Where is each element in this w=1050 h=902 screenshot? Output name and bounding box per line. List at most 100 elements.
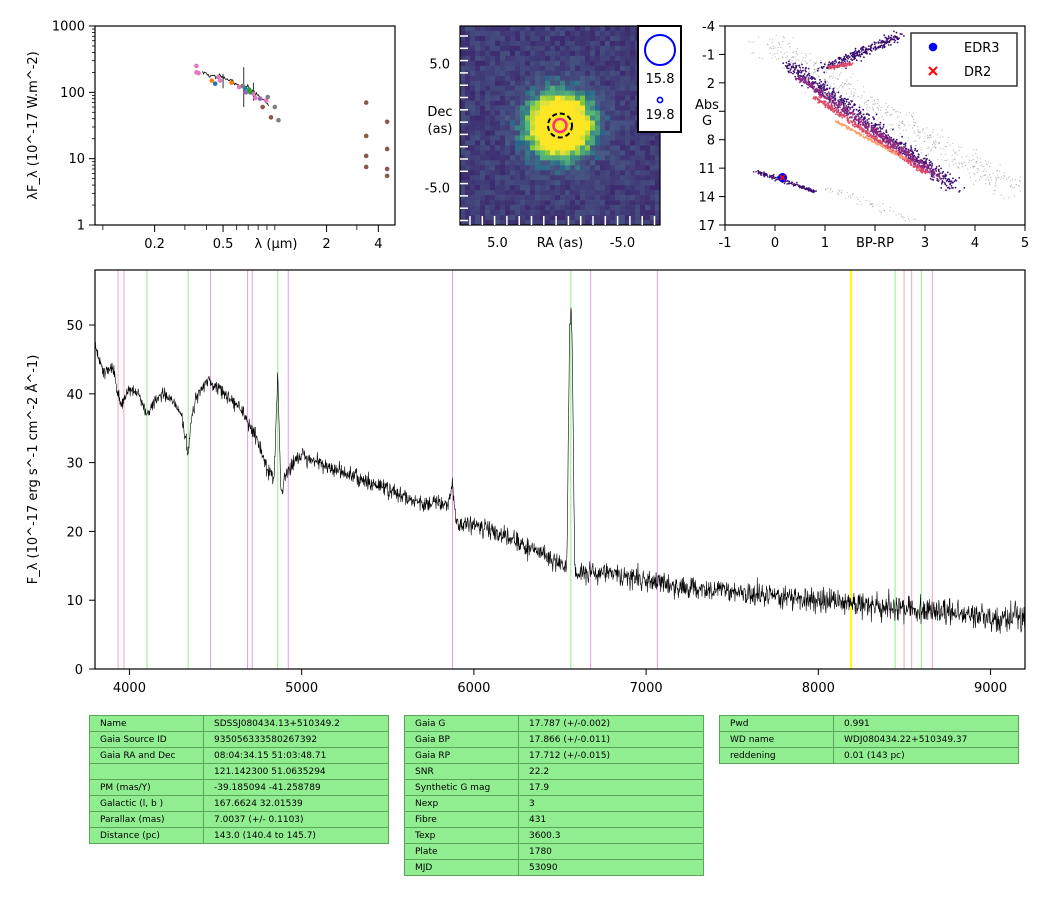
image-pixel (615, 180, 621, 186)
hr-density-dot (985, 179, 987, 181)
image-pixel (590, 55, 596, 62)
image-pixel (555, 110, 561, 116)
image-pixel (575, 105, 581, 111)
hr-density-dot (748, 41, 750, 43)
hr-density-dot (894, 153, 897, 156)
image-pixel (600, 26, 606, 32)
hr-density-dot (954, 152, 956, 154)
image-pixel (605, 55, 611, 62)
table-value-cell: 08:04:34.15 51:03:48.71 (203, 747, 389, 764)
image-pixel (535, 125, 541, 131)
image-pixel (620, 26, 626, 32)
hr-density-dot (831, 62, 834, 65)
image-pixel (605, 190, 611, 196)
image-pixel (475, 75, 481, 82)
hr-density-dot (868, 118, 870, 120)
hr-density-dot (782, 62, 785, 65)
image-pixel (605, 125, 611, 131)
image-pixel (545, 220, 551, 226)
image-pixel (480, 140, 486, 146)
image-pixel (595, 65, 601, 72)
hr-density-dot (827, 97, 830, 100)
hr-density-dot (849, 96, 851, 98)
hr-density-dot (970, 160, 972, 162)
image-pixel (560, 50, 566, 57)
hr-density-dot (890, 34, 893, 37)
hr-density-dot (1000, 194, 1003, 196)
image-pixel (600, 110, 606, 116)
image-pixel (490, 120, 496, 126)
hr-density-dot (809, 52, 811, 55)
image-pixel (470, 195, 476, 201)
image-pixel (480, 210, 486, 216)
image-pixel (655, 180, 661, 186)
hr-density-dot (893, 150, 896, 153)
sed-point-2-1 (229, 80, 234, 85)
image-pixel (560, 160, 566, 166)
image-pixel (605, 50, 611, 57)
image-pixel (525, 40, 531, 47)
image-pixel (470, 135, 476, 141)
hr-density-dot (931, 175, 934, 178)
image-pixel (555, 130, 561, 136)
image-pixel (580, 190, 586, 196)
image-pixel (545, 80, 551, 86)
image-pixel (505, 85, 511, 91)
hr-density-dot (848, 121, 851, 124)
hr-density-dot (859, 55, 862, 58)
image-pixel (515, 210, 521, 216)
image-pixel (555, 85, 561, 91)
image-pixel (570, 210, 576, 216)
hr-density-dot (944, 145, 946, 147)
image-pixel (585, 175, 591, 181)
image-pixel (625, 85, 631, 91)
image-pixel (620, 35, 626, 42)
hr-density-dot (875, 113, 878, 116)
hr-density-dot (897, 150, 900, 153)
hr-density-dot (819, 91, 822, 93)
table-row: Parallax (mas) 7.0037 (+/- 0.1103) (89, 811, 389, 828)
hr-density-dot (808, 188, 810, 190)
image-pixel (590, 180, 596, 186)
hr-density-dot (830, 104, 833, 106)
image-pixel (600, 60, 606, 67)
image-pixel (635, 160, 641, 166)
image-pixel (480, 150, 486, 156)
image-pixel (600, 45, 606, 52)
hr-density-dot (816, 74, 818, 76)
hr-density-dot (1027, 179, 1028, 180)
hr-density-dot (804, 188, 807, 191)
image-pixel (655, 140, 661, 146)
image-pixel (575, 135, 581, 141)
hr-density-dot (993, 193, 995, 195)
image-pixel (535, 26, 541, 32)
image-pixel (540, 175, 546, 181)
hr-density-dot (826, 94, 829, 97)
hr-density-dot (924, 171, 926, 174)
hr-density-dot (862, 108, 865, 111)
image-pixel (625, 140, 631, 146)
hr-density-dot (847, 103, 850, 106)
image-pixel (545, 145, 551, 151)
hr-density-dot (919, 131, 921, 133)
image-pixel (600, 75, 606, 82)
hr-density-dot (862, 48, 864, 50)
hr-density-dot (899, 142, 902, 145)
image-pixel (545, 95, 551, 101)
hr-density-dot (800, 71, 802, 74)
image-pixel (545, 185, 551, 191)
hr-density-dot (823, 71, 826, 74)
hr-density-dot (830, 75, 833, 77)
image-pixel (480, 110, 486, 116)
image-pixel (510, 185, 516, 191)
hr-density-dot (889, 142, 892, 145)
image-pixel (600, 195, 606, 201)
image-pixel (595, 110, 601, 116)
hr-density-dot (930, 134, 932, 136)
image-pixel (530, 180, 536, 186)
hr-density-dot (858, 51, 861, 54)
sed-point-2-0 (209, 78, 215, 83)
image-pixel (500, 200, 506, 206)
hr-density-dot (789, 46, 791, 48)
image-pixel (505, 65, 511, 72)
